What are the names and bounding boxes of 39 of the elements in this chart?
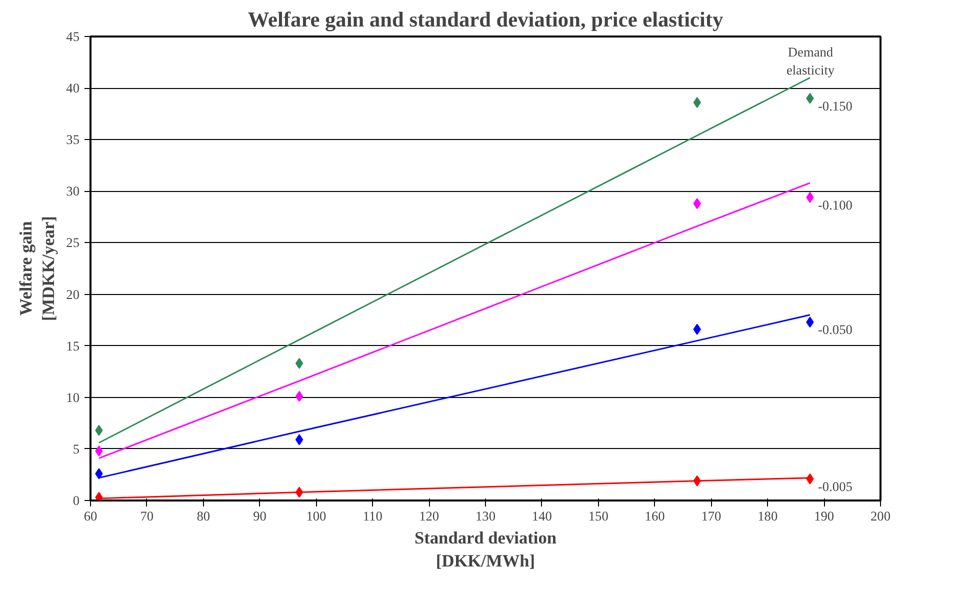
series-label: -0.150: [818, 98, 853, 114]
point: [295, 358, 304, 369]
point: [295, 434, 304, 446]
y-axis-title: Welfare gain [MDKK/year]: [16, 216, 58, 321]
x-tick-label: 150: [588, 508, 609, 524]
series-label: -0.100: [818, 197, 853, 212]
point: [95, 492, 103, 500]
x-tick-label: 110: [362, 508, 383, 524]
y-tick-label: 20: [66, 286, 80, 302]
x-tick-label: 170: [701, 508, 722, 524]
y-tick-label: 30: [66, 184, 80, 199]
y-tick-label: 45: [66, 29, 80, 44]
x-tick-label: 100: [306, 508, 327, 524]
chart-title: Welfare gain and standard deviation, price elasticity: [248, 8, 724, 32]
x-tick-label: 120: [419, 508, 440, 524]
x-axis-title: Standard deviation [DKK/MWh]: [414, 528, 557, 570]
x-tick-label: 140: [532, 508, 552, 524]
x-tick-label: 90: [253, 508, 267, 524]
y-tick-label: 25: [66, 235, 80, 250]
y-tick-label: 40: [66, 80, 80, 96]
y-tick-label: 5: [72, 441, 80, 456]
y-tick-label: 15: [66, 338, 80, 354]
x-tick-label: 130: [476, 508, 496, 524]
y-tick-label: 35: [66, 132, 80, 148]
annotation: Demand elasticity: [786, 44, 835, 78]
point: [295, 390, 304, 402]
x-tick-label: 190: [814, 508, 834, 524]
x-tick-label: 180: [758, 508, 778, 524]
x-tick-label: 70: [140, 508, 154, 524]
series-label: -0.005: [818, 478, 853, 494]
line-series: [98, 76, 811, 444]
y-tick-label: 10: [66, 390, 80, 405]
series-label: -0.050: [818, 322, 853, 338]
x-tick-label: 80: [196, 508, 210, 524]
y-tick-label: 0: [72, 493, 80, 508]
x-tick-label: 60: [84, 508, 98, 524]
x-tick-label: 200: [870, 508, 891, 524]
line-series: [98, 182, 811, 459]
x-tick-label: 160: [644, 508, 666, 524]
